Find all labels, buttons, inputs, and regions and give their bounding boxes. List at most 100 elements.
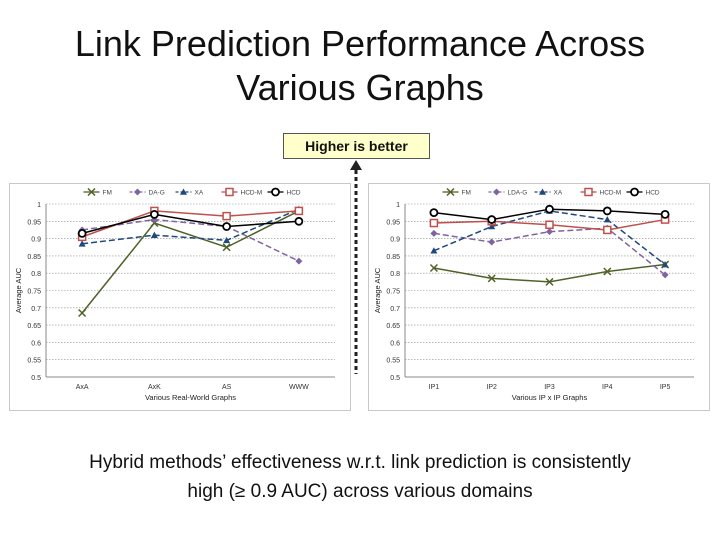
- y-tick-label-1-1: 0.55: [386, 358, 400, 365]
- point-xa-ip5-1: [661, 261, 669, 268]
- point-hcd-as-0: [222, 222, 232, 231]
- caption-line-1: Hybrid methods’ effectiveness w.r.t. lin…: [89, 452, 631, 473]
- y-tick-label-1-5: 0.75: [386, 289, 400, 296]
- point-hcd-m-www-0: [294, 206, 304, 216]
- point-hcd-m-as-0: [222, 211, 231, 221]
- legend-item-hcd-1: HCD: [626, 187, 660, 197]
- legend-item-hcd-m-1: HCD-M: [580, 187, 622, 197]
- point-xa-ip1-1: [430, 247, 438, 254]
- legend-marker-fm-1: [446, 187, 455, 197]
- legend-label-fm-1: FM: [462, 190, 471, 197]
- chart-panel-ip-graphs: 0.5 0.55 0.6 0.65 0.7 0.75 0.8 0.85 0.9 0.95 1 IP1 I…: [368, 183, 710, 411]
- x-tick-label-1-ip1: IP1: [429, 384, 440, 391]
- legend-item-xa-1: XA: [534, 188, 563, 197]
- y-tick-label-1-3: 0.65: [386, 323, 400, 330]
- y-tick-label-0-0: 0.5: [31, 375, 41, 382]
- line-lda-g-1: [433, 227, 666, 276]
- x-axis-title-0: Various Real-World Graphs: [145, 393, 236, 402]
- point-da-g-www-0: [295, 257, 303, 265]
- chart-real-world-graphs: 0.5 0.55 0.6 0.65 0.7 0.75 0.8 0.85 0.9 0.95 1 AxA A…: [14, 187, 335, 402]
- legend-marker-hcd-1: [630, 187, 639, 197]
- point-xa-axa-0: [78, 240, 86, 247]
- legend-label-hcd-m-0: HCD-M: [241, 190, 263, 197]
- y-tick-label-1-7: 0.85: [386, 254, 400, 261]
- y-tick-label-1-6: 0.8: [390, 271, 400, 278]
- series-lda-g-1: [430, 224, 669, 279]
- point-xa-as-0: [223, 236, 231, 244]
- series-fm-1: [429, 260, 670, 286]
- point-lda-g-ip1-1: [430, 229, 438, 237]
- x-tick-label-1-ip3: IP3: [544, 384, 555, 391]
- y-tick-label-1-0: 0.5: [390, 375, 400, 382]
- y-tick-label-0-10: 1: [37, 202, 41, 209]
- point-hcd-m-ip3-1: [545, 220, 554, 230]
- slide-title-line-1: Link Prediction Performance Across: [74, 23, 646, 64]
- legend-marker-da-g-0: [134, 188, 141, 196]
- point-lda-g-ip5-1: [661, 271, 669, 279]
- legend-label-da-g-0: DA-G: [149, 190, 165, 197]
- y-tick-label-1-9: 0.95: [386, 219, 400, 226]
- series-hcd-0: [77, 209, 304, 238]
- point-fm-as-0: [222, 243, 231, 252]
- line-xa-0: [82, 208, 300, 245]
- point-hcd-ip1-1: [429, 208, 439, 218]
- legend-label-xa-0: XA: [195, 190, 204, 197]
- legend-marker-lda-g-1: [493, 188, 500, 196]
- series-hcd-1: [429, 204, 670, 224]
- point-xa-axk-0: [150, 231, 158, 238]
- point-hcd-ip5-1: [660, 209, 670, 219]
- legend-item-da-g-0: DA-G: [129, 188, 165, 197]
- y-tick-label-0-1: 0.55: [27, 358, 41, 365]
- legend-0: FM DA-G XA HCD-M HCD: [83, 187, 301, 197]
- legend-item-hcd-0: HCD: [267, 187, 301, 197]
- point-hcd-ip2-1: [487, 215, 497, 224]
- chart-ip-graphs: 0.5 0.55 0.6 0.65 0.7 0.75 0.8 0.85 0.9 0.95 1 IP1 I…: [373, 187, 694, 402]
- legend-marker-xa-1: [539, 188, 546, 195]
- legend-label-hcd-1: HCD: [646, 190, 660, 197]
- legend-item-xa-0: XA: [175, 188, 204, 197]
- point-hcd-www-0: [294, 216, 304, 226]
- x-tick-label-1-ip4: IP4: [602, 384, 613, 391]
- y-tick-label-0-4: 0.7: [31, 306, 41, 313]
- y-tick-label-0-2: 0.6: [31, 340, 41, 347]
- legend-item-fm-0: FM: [83, 187, 112, 197]
- y-tick-label-0-5: 0.75: [27, 289, 41, 296]
- caption-line-2: high (≥ 0.9 AUC) across various domains: [187, 481, 533, 502]
- legend-label-lda-g-1: LDA-G: [508, 190, 528, 197]
- legend-1: FM LDA-G XA HCD-M HCD: [442, 187, 660, 197]
- y-tick-label-1-2: 0.6: [390, 340, 400, 347]
- legend-label-fm-0: FM: [103, 190, 112, 197]
- line-xa-1: [433, 210, 666, 266]
- x-tick-label-1-ip5: IP5: [660, 384, 671, 391]
- higher-is-better-callout: Higher is better: [283, 133, 430, 159]
- point-hcd-m-ip1-1: [429, 218, 439, 228]
- slide-caption: Hybrid methods’ effectiveness w.r.t. lin…: [20, 448, 700, 506]
- point-xa-ip2-1: [488, 222, 496, 230]
- slide-title-line-2: Various Graphs: [236, 67, 484, 108]
- point-hcd-m-ip4-1: [603, 225, 612, 235]
- y-axis-title-0: Average AUC: [14, 267, 23, 313]
- y-tick-label-1-8: 0.9: [390, 237, 400, 244]
- point-hcd-axk-0: [149, 209, 159, 219]
- point-xa-ip4-1: [603, 216, 611, 223]
- legend-marker-hcd-m-0: [225, 187, 234, 197]
- point-lda-g-ip3-1: [546, 228, 553, 236]
- chart-panel-real-world: 0.5 0.55 0.6 0.65 0.7 0.75 0.8 0.85 0.9 0.95 1 AxA A…: [9, 183, 351, 411]
- legend-label-hcd-m-1: HCD-M: [600, 190, 622, 197]
- x-tick-label-1-ip2: IP2: [486, 384, 497, 391]
- point-fm-ip2-1: [487, 274, 496, 283]
- point-fm-ip4-1: [603, 267, 612, 276]
- point-fm-ip3-1: [545, 277, 554, 286]
- line-fm-0: [81, 210, 300, 314]
- point-hcd-ip4-1: [602, 206, 612, 216]
- y-axis-title-1: Average AUC: [373, 267, 382, 313]
- y-tick-label-0-7: 0.85: [27, 254, 41, 261]
- y-tick-label-1-10: 1: [396, 202, 400, 209]
- dashed-up-arrow: [350, 160, 362, 374]
- point-lda-g-ip2-1: [488, 238, 496, 246]
- line-da-g-0: [82, 218, 300, 262]
- y-tick-label-0-9: 0.95: [27, 219, 41, 226]
- legend-item-hcd-m-0: HCD-M: [221, 187, 263, 197]
- y-tick-label-1-4: 0.7: [390, 306, 400, 313]
- x-tick-label-0-as: AS: [222, 384, 232, 391]
